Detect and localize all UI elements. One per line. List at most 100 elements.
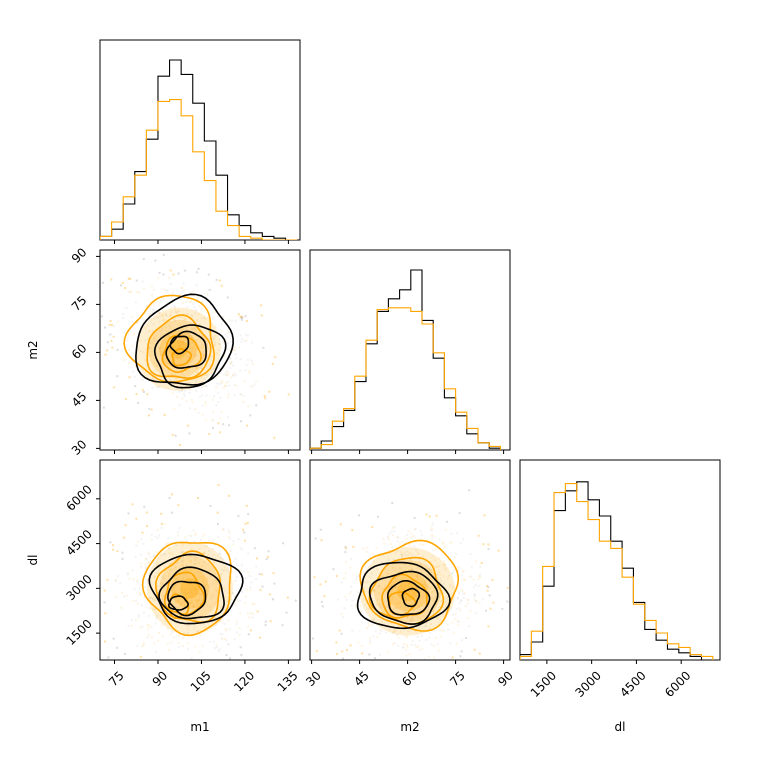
scatter-point <box>183 395 186 398</box>
scatter-point <box>121 281 124 284</box>
scatter-point <box>433 598 436 601</box>
scatter-point <box>401 552 404 555</box>
scatter-point <box>451 572 454 575</box>
scatter-point <box>216 523 219 526</box>
scatter-point <box>205 394 208 397</box>
scatter-point <box>92 593 94 595</box>
scatter-point <box>253 602 256 605</box>
scatter-point <box>445 569 448 572</box>
scatter-point <box>246 424 249 427</box>
scatter-point <box>160 624 163 627</box>
scatter-point <box>187 364 190 367</box>
scatter-point <box>159 553 162 556</box>
scatter-point <box>382 667 384 669</box>
scatter-point <box>272 572 275 575</box>
scatter-point <box>137 614 140 617</box>
scatter-point <box>247 552 250 555</box>
scatter-point <box>218 648 221 651</box>
scatter-point <box>151 377 154 380</box>
scatter-point <box>194 587 197 590</box>
scatter-point <box>140 565 143 568</box>
scatter-point <box>195 589 198 592</box>
y-axis-label-m2: m2 <box>26 340 40 359</box>
scatter-point <box>207 347 210 350</box>
scatter-point <box>244 577 247 580</box>
scatter-point <box>189 334 192 337</box>
scatter-point <box>417 566 420 569</box>
scatter-point <box>205 600 208 603</box>
scatter-point <box>458 607 461 610</box>
scatter-point <box>417 645 420 648</box>
scatter-point <box>171 331 174 334</box>
scatter-point <box>102 406 105 409</box>
scatter-point <box>482 543 485 546</box>
scatter-point <box>469 609 472 612</box>
scatter-point <box>475 612 478 615</box>
scatter-point <box>137 615 140 618</box>
scatter-point <box>255 380 258 383</box>
scatter-point <box>112 335 115 338</box>
scatter-point <box>186 648 189 651</box>
scatter-point <box>208 363 211 366</box>
scatter-point <box>185 342 188 345</box>
scatter-point <box>151 342 154 345</box>
scatter-point <box>478 575 481 578</box>
scatter-point <box>156 564 159 567</box>
scatter-point <box>384 631 387 634</box>
scatter-point <box>163 575 166 578</box>
scatter-point <box>394 577 397 580</box>
scatter-point <box>224 384 227 387</box>
x-tick-label-dl: 4500 <box>617 668 648 699</box>
scatter-point <box>217 607 220 610</box>
scatter-point <box>341 650 344 653</box>
scatter-point <box>184 536 187 539</box>
scatter-point <box>153 668 155 670</box>
scatter-point <box>144 339 147 342</box>
scatter-point <box>462 538 465 541</box>
scatter-point <box>174 584 177 587</box>
scatter-point <box>221 558 224 561</box>
scatter-point <box>161 522 164 525</box>
scatter-point <box>373 593 376 596</box>
scatter-point <box>139 591 142 594</box>
scatter-point <box>190 570 193 573</box>
scatter-point <box>206 374 209 377</box>
scatter-point <box>423 580 426 583</box>
scatter-point <box>161 327 164 330</box>
scatter-point <box>401 540 404 543</box>
scatter-point <box>197 629 200 632</box>
scatter-point <box>127 512 130 515</box>
scatter-point <box>177 570 180 573</box>
scatter-point <box>432 609 435 612</box>
scatter-point <box>177 634 180 637</box>
x-tick-label-dl: 3000 <box>572 668 603 699</box>
scatter-point <box>182 319 185 322</box>
scatter-point <box>110 278 113 281</box>
scatter-point <box>446 603 449 606</box>
scatter-point <box>141 625 144 628</box>
scatter-point <box>433 558 436 561</box>
scatter-point <box>197 267 200 270</box>
scatter-point <box>145 511 148 514</box>
scatter-point <box>408 569 411 572</box>
scatter-point <box>239 369 242 372</box>
scatter-point <box>162 553 165 556</box>
scatter-point <box>455 642 458 645</box>
scatter-point <box>231 374 234 377</box>
scatter-point <box>169 563 172 566</box>
hist-m2 <box>310 269 501 450</box>
scatter-point <box>428 576 431 579</box>
scatter-point <box>422 594 425 597</box>
hist-step-series-1 <box>310 269 501 450</box>
scatter-point <box>155 551 158 554</box>
scatter-point <box>443 560 446 563</box>
scatter-point <box>351 529 354 532</box>
scatter-point <box>122 316 125 319</box>
scatter-point <box>177 600 180 603</box>
scatter-point <box>312 637 315 640</box>
scatter-point <box>425 513 428 516</box>
scatter-point <box>245 339 248 342</box>
scatter-point <box>127 572 130 575</box>
scatter-point <box>448 668 450 670</box>
scatter-point <box>175 378 178 381</box>
